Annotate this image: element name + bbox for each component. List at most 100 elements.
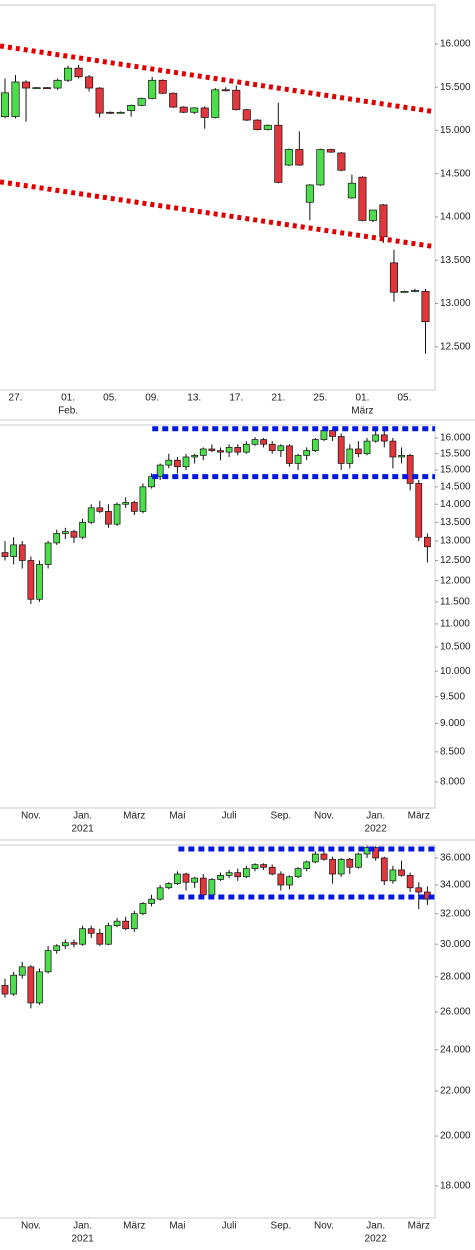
candle-body bbox=[415, 887, 423, 893]
y-tick-label: 13.500 bbox=[440, 255, 471, 266]
y-tick-label: 12.000 bbox=[440, 575, 471, 586]
candle-body bbox=[415, 483, 423, 538]
candle-body bbox=[148, 79, 157, 99]
candle-body bbox=[284, 149, 293, 166]
candle-body bbox=[277, 445, 285, 451]
candle-body bbox=[74, 67, 83, 78]
candle-body bbox=[27, 966, 35, 1004]
x-tick-label: Jan. bbox=[366, 811, 385, 822]
y-tick-label: 13.000 bbox=[440, 298, 471, 309]
candle-body bbox=[87, 928, 95, 934]
candle-body bbox=[329, 858, 336, 875]
y-tick-label: 15.000 bbox=[440, 465, 471, 476]
candle-body bbox=[10, 544, 17, 557]
y-tick-label: 24.000 bbox=[440, 1044, 471, 1055]
y-tick-label: 9.000 bbox=[440, 718, 465, 729]
candle-body bbox=[372, 847, 380, 859]
candle-body bbox=[122, 920, 130, 930]
candle-body bbox=[389, 869, 397, 882]
candle-body bbox=[260, 439, 267, 445]
x-sublabel: 2022 bbox=[365, 1234, 388, 1245]
x-tick-label: 01. bbox=[61, 393, 75, 404]
candle-body bbox=[18, 966, 26, 976]
x-tick-label: 27. bbox=[9, 393, 23, 404]
candle-body bbox=[44, 542, 52, 565]
x-tick-label: Jan. bbox=[366, 1221, 385, 1232]
candle-body bbox=[268, 866, 276, 875]
candle-body bbox=[87, 507, 95, 523]
y-tick-label: 32.000 bbox=[440, 908, 471, 919]
y-tick-label: 10.000 bbox=[440, 666, 471, 677]
candle-body bbox=[79, 928, 86, 945]
candle-body bbox=[53, 945, 61, 951]
candle-body bbox=[337, 858, 345, 875]
x-tick-label: 21. bbox=[271, 393, 285, 404]
x-sublabel: 2021 bbox=[71, 1234, 94, 1245]
y-tick-label: 28.000 bbox=[440, 972, 471, 983]
candle-body bbox=[95, 87, 104, 114]
x-sublabel: 2021 bbox=[71, 824, 94, 835]
candle-body bbox=[363, 440, 371, 455]
candle-body bbox=[234, 872, 242, 878]
candle-body bbox=[410, 290, 420, 292]
y-tick-label: 11.500 bbox=[440, 596, 470, 607]
y-tick-label: 20.000 bbox=[440, 1131, 471, 1142]
candle-body bbox=[11, 81, 20, 117]
candle-body bbox=[380, 857, 388, 882]
y-tick-label: 13.000 bbox=[440, 536, 471, 547]
x-tick-label: Jan. bbox=[73, 1221, 92, 1232]
candle-body bbox=[380, 434, 388, 442]
y-tick-label: 9.500 bbox=[440, 691, 465, 702]
candle-body bbox=[182, 873, 190, 883]
candle-body bbox=[139, 486, 147, 512]
candle-body bbox=[286, 876, 293, 886]
candle-body bbox=[305, 184, 314, 203]
candle-body bbox=[221, 89, 230, 92]
candle-body bbox=[148, 898, 155, 904]
candle-body bbox=[27, 560, 35, 600]
candle-body bbox=[208, 448, 216, 451]
candle-body bbox=[137, 98, 146, 106]
candle-body bbox=[10, 974, 17, 995]
y-tick-label: 12.500 bbox=[440, 555, 471, 566]
candle-body bbox=[1, 552, 9, 557]
candle-body bbox=[70, 531, 78, 538]
candle-body bbox=[174, 459, 181, 468]
candle-body bbox=[260, 864, 267, 868]
candle-body bbox=[406, 455, 414, 484]
candle-body bbox=[113, 920, 121, 927]
candle-body bbox=[398, 869, 405, 876]
candle-body bbox=[190, 107, 199, 113]
candle-body bbox=[421, 291, 430, 323]
x-tick-label: 05. bbox=[103, 393, 117, 404]
candle-body bbox=[225, 872, 233, 876]
candle-body bbox=[337, 436, 345, 464]
y-tick-label: 34.000 bbox=[440, 880, 471, 891]
candle-body bbox=[122, 502, 130, 505]
y-tick-label: 10.500 bbox=[440, 642, 471, 653]
candle-body bbox=[36, 971, 43, 1004]
candle-body bbox=[79, 521, 86, 538]
candle-body bbox=[379, 204, 388, 238]
candle-body bbox=[389, 440, 397, 458]
candle-body bbox=[85, 76, 94, 89]
candle-body bbox=[372, 434, 380, 442]
candle-body bbox=[43, 87, 52, 89]
plot-frame bbox=[0, 844, 436, 1219]
trend-line bbox=[0, 179, 436, 250]
candle-body bbox=[0, 92, 10, 117]
candle-body bbox=[398, 455, 405, 458]
candle-body bbox=[127, 105, 136, 111]
x-tick-label: Nov. bbox=[21, 811, 41, 822]
x-tick-label: 17. bbox=[229, 393, 243, 404]
candle-body bbox=[158, 79, 167, 94]
y-tick-label: 30.000 bbox=[440, 939, 471, 950]
candle-body bbox=[105, 511, 112, 525]
trend-line bbox=[0, 43, 436, 115]
candle-body bbox=[263, 124, 272, 130]
x-tick-label: Mai bbox=[169, 811, 185, 822]
x-sublabel: 2022 bbox=[365, 824, 388, 835]
candle-body bbox=[1, 985, 9, 995]
